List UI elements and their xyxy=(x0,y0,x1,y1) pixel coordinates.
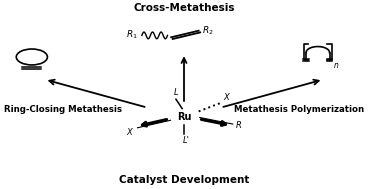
Text: L': L' xyxy=(183,136,189,145)
Text: X: X xyxy=(126,128,132,137)
Text: X: X xyxy=(224,93,229,102)
Text: Ring-Closing Metathesis: Ring-Closing Metathesis xyxy=(4,105,123,114)
Text: $R_1$: $R_1$ xyxy=(127,29,138,41)
Text: Catalyst Development: Catalyst Development xyxy=(119,175,249,184)
Text: Cross-Metathesis: Cross-Metathesis xyxy=(133,3,235,13)
Text: Metathesis Polymerization: Metathesis Polymerization xyxy=(234,105,364,114)
Text: $R_2$: $R_2$ xyxy=(202,24,214,37)
Text: n: n xyxy=(333,61,338,70)
Text: Ru: Ru xyxy=(177,112,191,122)
Text: R: R xyxy=(236,121,242,130)
Text: L: L xyxy=(174,88,178,97)
